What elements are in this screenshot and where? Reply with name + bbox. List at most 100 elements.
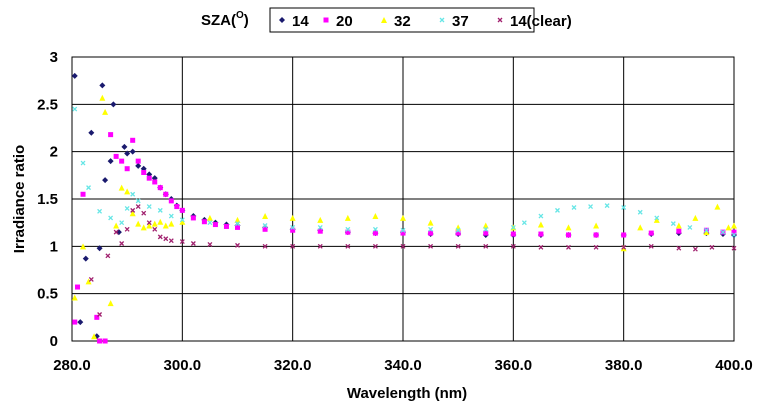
data-point <box>289 214 296 221</box>
data-point <box>174 204 180 210</box>
data-point <box>94 314 100 320</box>
data-point <box>455 227 461 233</box>
data-point <box>235 242 240 248</box>
data-point <box>151 220 158 227</box>
data-point <box>129 210 136 217</box>
data-point <box>510 243 516 249</box>
data-point <box>620 245 627 252</box>
data-point <box>648 243 654 249</box>
data-point <box>179 239 185 245</box>
legend-label: 14 <box>292 13 309 30</box>
x-tick-label: 280.0 <box>53 357 91 374</box>
legend-marker <box>323 17 329 23</box>
data-point <box>675 222 682 229</box>
data-point <box>135 158 141 164</box>
legend-title-prefix: SZA( <box>201 12 236 29</box>
data-point <box>168 198 174 204</box>
data-point <box>290 227 296 233</box>
data-point <box>400 214 406 221</box>
data-point <box>593 232 599 238</box>
data-point <box>80 160 86 166</box>
data-point <box>483 243 489 249</box>
data-point <box>648 230 654 236</box>
data-point <box>110 101 117 108</box>
legend-marker <box>381 17 387 23</box>
data-point <box>71 294 78 301</box>
data-point <box>670 221 676 227</box>
legend-item: 14(clear) <box>497 13 572 30</box>
data-point <box>709 244 715 250</box>
data-point <box>703 227 709 233</box>
data-point <box>140 224 147 231</box>
data-point <box>163 236 169 242</box>
data-point <box>621 244 627 250</box>
series-layer <box>71 72 737 344</box>
data-point <box>107 158 114 165</box>
data-point <box>571 205 577 210</box>
x-axis-title: Wavelength (nm) <box>347 385 467 402</box>
data-point <box>720 229 726 235</box>
data-point <box>157 185 163 191</box>
data-point <box>135 162 142 169</box>
series-37 <box>72 106 737 238</box>
y-tick-label: 0 <box>50 333 58 350</box>
data-point <box>86 185 92 191</box>
legend-marker <box>497 17 503 23</box>
data-point <box>179 207 185 213</box>
data-point <box>75 284 81 290</box>
y-tick-label: 2 <box>50 144 58 161</box>
data-point <box>427 219 434 226</box>
data-point <box>163 191 169 197</box>
data-point <box>130 191 136 197</box>
data-point <box>130 137 136 143</box>
data-point <box>653 216 660 223</box>
data-point <box>555 207 560 213</box>
data-point <box>168 238 174 244</box>
data-point <box>108 215 114 221</box>
data-point <box>157 234 163 240</box>
data-point <box>538 244 544 250</box>
data-point <box>731 245 737 251</box>
data-point <box>99 94 106 101</box>
data-point <box>97 312 103 317</box>
y-tick-label: 3 <box>50 49 58 66</box>
data-point <box>621 232 627 238</box>
data-point <box>483 226 489 232</box>
data-point <box>731 229 737 235</box>
y-tick-label: 2.5 <box>37 96 58 113</box>
data-point <box>566 232 571 238</box>
data-point <box>725 224 732 231</box>
data-point <box>317 224 323 230</box>
data-point <box>731 232 737 238</box>
plot-frame <box>71 56 735 342</box>
data-point <box>96 245 103 252</box>
data-point <box>130 207 136 213</box>
legend-label: 14(clear) <box>510 13 572 30</box>
data-point <box>119 220 125 226</box>
data-point <box>262 213 269 220</box>
data-point <box>146 220 152 226</box>
data-point <box>428 243 434 249</box>
data-point <box>262 243 268 249</box>
data-point <box>510 224 516 230</box>
legend-marker <box>279 17 285 23</box>
data-point <box>692 246 698 252</box>
data-point <box>157 218 164 225</box>
data-point <box>102 338 108 344</box>
data-point <box>168 220 175 227</box>
data-point <box>72 106 78 112</box>
data-point <box>201 219 207 225</box>
legend-title-superscript: O <box>236 10 244 21</box>
data-point <box>113 229 119 235</box>
data-point <box>121 143 128 150</box>
x-tick-label: 360.0 <box>495 357 533 374</box>
data-point <box>538 213 544 219</box>
data-point <box>107 300 114 307</box>
data-point <box>676 228 682 234</box>
data-point <box>113 222 120 229</box>
data-point <box>637 224 644 231</box>
data-point <box>372 226 378 232</box>
legend-label: 20 <box>336 13 353 30</box>
